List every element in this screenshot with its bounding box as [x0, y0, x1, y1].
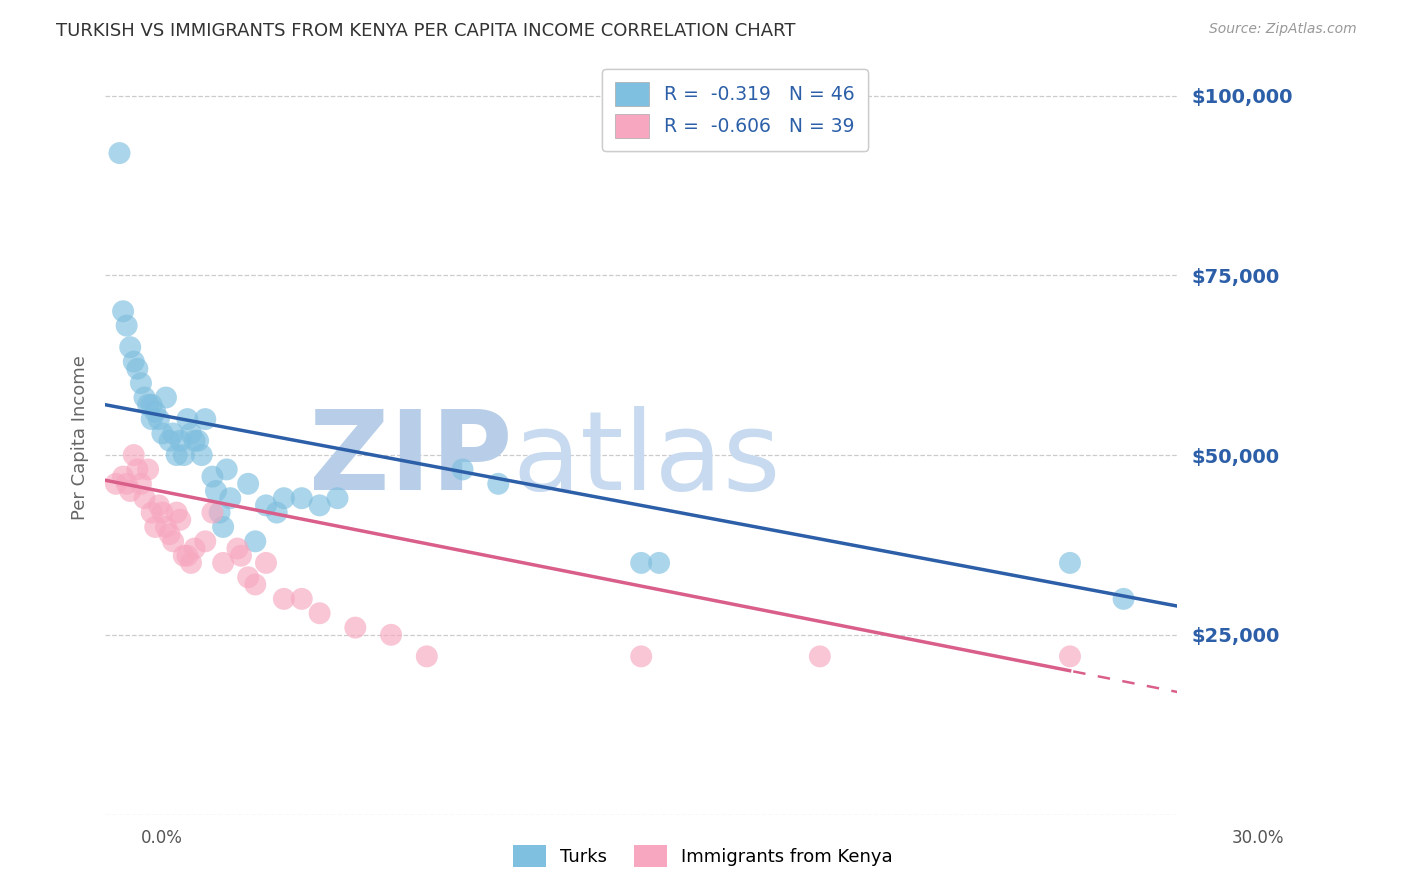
Point — [236, 570, 259, 584]
Point — [112, 469, 135, 483]
Point — [148, 499, 170, 513]
Point — [183, 541, 205, 556]
Point — [108, 146, 131, 161]
Point — [254, 556, 277, 570]
Point — [648, 556, 671, 570]
Point — [1059, 649, 1081, 664]
Point — [120, 483, 142, 498]
Point — [150, 426, 173, 441]
Point — [212, 520, 235, 534]
Point — [194, 534, 217, 549]
Point — [630, 649, 652, 664]
Point — [129, 376, 152, 391]
Point — [127, 462, 149, 476]
Point — [416, 649, 439, 664]
Point — [176, 549, 198, 563]
Point — [254, 499, 277, 513]
Point — [245, 577, 267, 591]
Point — [173, 549, 195, 563]
Point — [159, 434, 181, 448]
Point — [136, 398, 159, 412]
Point — [308, 499, 330, 513]
Point — [112, 304, 135, 318]
Text: ZIP: ZIP — [309, 406, 513, 513]
Point — [166, 506, 188, 520]
Point — [808, 649, 831, 664]
Point — [486, 476, 509, 491]
Point — [122, 448, 145, 462]
Point — [183, 434, 205, 448]
Point — [219, 491, 242, 506]
Point — [236, 476, 259, 491]
Point — [266, 506, 288, 520]
Point — [122, 354, 145, 368]
Point — [380, 628, 402, 642]
Point — [148, 412, 170, 426]
Point — [127, 361, 149, 376]
Y-axis label: Per Capita Income: Per Capita Income — [72, 355, 89, 519]
Point — [169, 434, 191, 448]
Point — [194, 412, 217, 426]
Point — [229, 549, 252, 563]
Point — [141, 398, 163, 412]
Text: atlas: atlas — [513, 406, 782, 513]
Text: Source: ZipAtlas.com: Source: ZipAtlas.com — [1209, 22, 1357, 37]
Point — [120, 340, 142, 354]
Point — [176, 412, 198, 426]
Point — [143, 520, 166, 534]
Point — [136, 462, 159, 476]
Point — [273, 591, 295, 606]
Point — [180, 426, 202, 441]
Point — [630, 556, 652, 570]
Point — [226, 541, 249, 556]
Point — [308, 606, 330, 620]
Point — [212, 556, 235, 570]
Point — [1059, 556, 1081, 570]
Point — [143, 405, 166, 419]
Text: 30.0%: 30.0% — [1232, 829, 1285, 847]
Point — [201, 506, 224, 520]
Point — [273, 491, 295, 506]
Point — [166, 448, 188, 462]
Point — [150, 506, 173, 520]
Point — [129, 476, 152, 491]
Legend: Turks, Immigrants from Kenya: Turks, Immigrants from Kenya — [506, 838, 900, 874]
Point — [187, 434, 209, 448]
Point — [115, 476, 138, 491]
Point — [169, 513, 191, 527]
Point — [205, 483, 228, 498]
Point — [162, 426, 184, 441]
Point — [344, 621, 367, 635]
Point — [201, 469, 224, 483]
Point — [155, 520, 177, 534]
Point — [326, 491, 349, 506]
Point — [180, 556, 202, 570]
Point — [245, 534, 267, 549]
Text: 0.0%: 0.0% — [141, 829, 183, 847]
Text: TURKISH VS IMMIGRANTS FROM KENYA PER CAPITA INCOME CORRELATION CHART: TURKISH VS IMMIGRANTS FROM KENYA PER CAP… — [56, 22, 796, 40]
Point — [141, 506, 163, 520]
Point — [173, 448, 195, 462]
Point — [155, 391, 177, 405]
Point — [291, 491, 314, 506]
Point — [190, 448, 212, 462]
Point — [159, 527, 181, 541]
Point — [115, 318, 138, 333]
Point — [134, 391, 156, 405]
Point — [134, 491, 156, 506]
Point — [208, 506, 231, 520]
Point — [162, 534, 184, 549]
Legend: R =  -0.319   N = 46, R =  -0.606   N = 39: R = -0.319 N = 46, R = -0.606 N = 39 — [602, 69, 868, 151]
Point — [215, 462, 238, 476]
Point — [451, 462, 474, 476]
Point — [291, 591, 314, 606]
Point — [1112, 591, 1135, 606]
Point — [141, 412, 163, 426]
Point — [104, 476, 127, 491]
